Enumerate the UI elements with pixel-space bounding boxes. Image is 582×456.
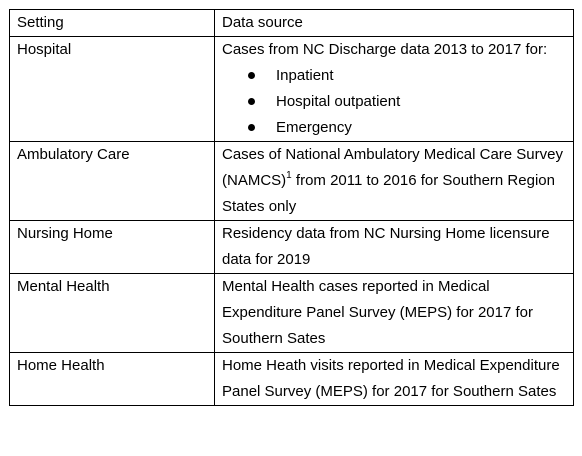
list-item-label: Hospital outpatient — [276, 93, 401, 110]
source-text: Cases of National Ambulatory Medical Car… — [222, 146, 563, 189]
table-row-home-health: Home Health Home Heath visits reported i… — [9, 352, 574, 406]
source-cell: Cases from NC Discharge data 2013 to 201… — [214, 36, 574, 142]
setting-cell: Mental Health — [9, 273, 215, 353]
table-header-row: Setting Data source — [9, 9, 574, 37]
bullet-icon — [248, 98, 255, 105]
setting-cell: Nursing Home — [9, 220, 215, 274]
table-row-mental-health: Mental Health Mental Health cases report… — [9, 273, 574, 353]
setting-cell: Ambulatory Care — [9, 141, 215, 221]
table-row-ambulatory-care: Ambulatory Care Cases of National Ambula… — [9, 141, 574, 221]
data-source-table: Setting Data source Hospital Cases from … — [9, 9, 574, 406]
source-text: Cases from NC Discharge data 2013 to 201… — [222, 41, 548, 58]
setting-cell: Home Health — [9, 352, 215, 406]
list-item-label: Emergency — [276, 119, 352, 136]
footnote-marker: 1 — [286, 170, 292, 181]
bullet-icon — [248, 124, 255, 131]
source-cell: Cases of National Ambulatory Medical Car… — [214, 141, 574, 221]
bullet-icon — [248, 72, 255, 79]
list-item: Inpatient — [222, 63, 567, 89]
source-cell: Residency data from NC Nursing Home lice… — [214, 220, 574, 274]
source-cell: Home Heath visits reported in Medical Ex… — [214, 352, 574, 406]
source-text-continued: from 2011 to 2016 for Southern Region St… — [222, 172, 555, 215]
header-data-source: Data source — [214, 9, 574, 37]
list-item-label: Inpatient — [276, 67, 334, 84]
source-cell: Mental Health cases reported in Medical … — [214, 273, 574, 353]
list-item: Emergency — [222, 115, 567, 141]
hospital-setting-list: Inpatient Hospital outpatient Emergency — [222, 63, 567, 141]
table-row-nursing-home: Nursing Home Residency data from NC Nurs… — [9, 220, 574, 274]
header-setting: Setting — [9, 9, 215, 37]
list-item: Hospital outpatient — [222, 89, 567, 115]
setting-cell: Hospital — [9, 36, 215, 142]
table-row-hospital: Hospital Cases from NC Discharge data 20… — [9, 36, 574, 142]
